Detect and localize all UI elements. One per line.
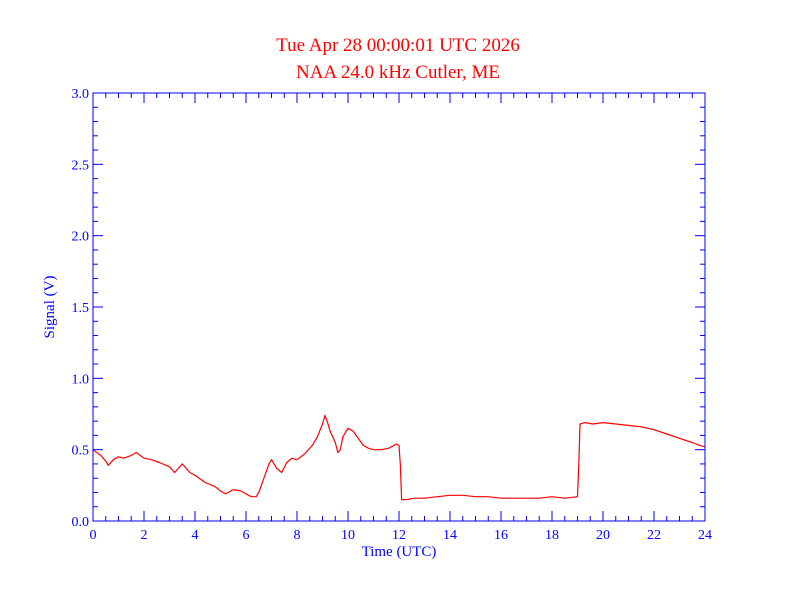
chart-title: Tue Apr 28 00:00:01 UTC 2026	[276, 35, 520, 56]
x-tick-label: 6	[243, 528, 250, 543]
x-tick-label: 2	[141, 528, 148, 543]
plot-area	[92, 414, 706, 501]
x-tick-label: 16	[494, 528, 508, 543]
x-tick-label: 12	[392, 528, 406, 543]
x-tick-label: 8	[294, 528, 301, 543]
x-tick-label: 18	[545, 528, 559, 543]
x-tick-label: 22	[647, 528, 661, 543]
x-tick-label: 24	[698, 528, 712, 543]
y-tick-label: 0.5	[72, 444, 90, 459]
y-axis: 0.0 0.5 1.0 1.5 2.0 2.5 3.0	[72, 87, 705, 530]
x-tick-label: 4	[192, 528, 199, 543]
y-tick-label: 1.5	[72, 301, 90, 316]
signal-series-line	[92, 414, 706, 501]
x-tick-label: 10	[341, 528, 355, 543]
y-tick-label: 1.0	[72, 372, 90, 387]
x-tick-label: 0	[90, 528, 97, 543]
x-tick-label: 20	[596, 528, 610, 543]
x-axis-label: Time (UTC)	[362, 544, 437, 560]
x-axis: 0 2 4 6 8 10 12 14 16 18 20 22 24	[90, 93, 712, 543]
y-tick-label: 3.0	[72, 87, 90, 102]
y-tick-label: 2.0	[72, 230, 90, 245]
y-tick-label: 2.5	[72, 158, 90, 173]
y-axis-label: Signal (V)	[42, 276, 58, 339]
y-tick-label: 0.0	[72, 515, 90, 530]
chart-subtitle: NAA 24.0 kHz Cutler, ME	[296, 62, 500, 83]
x-tick-label: 14	[443, 528, 457, 543]
